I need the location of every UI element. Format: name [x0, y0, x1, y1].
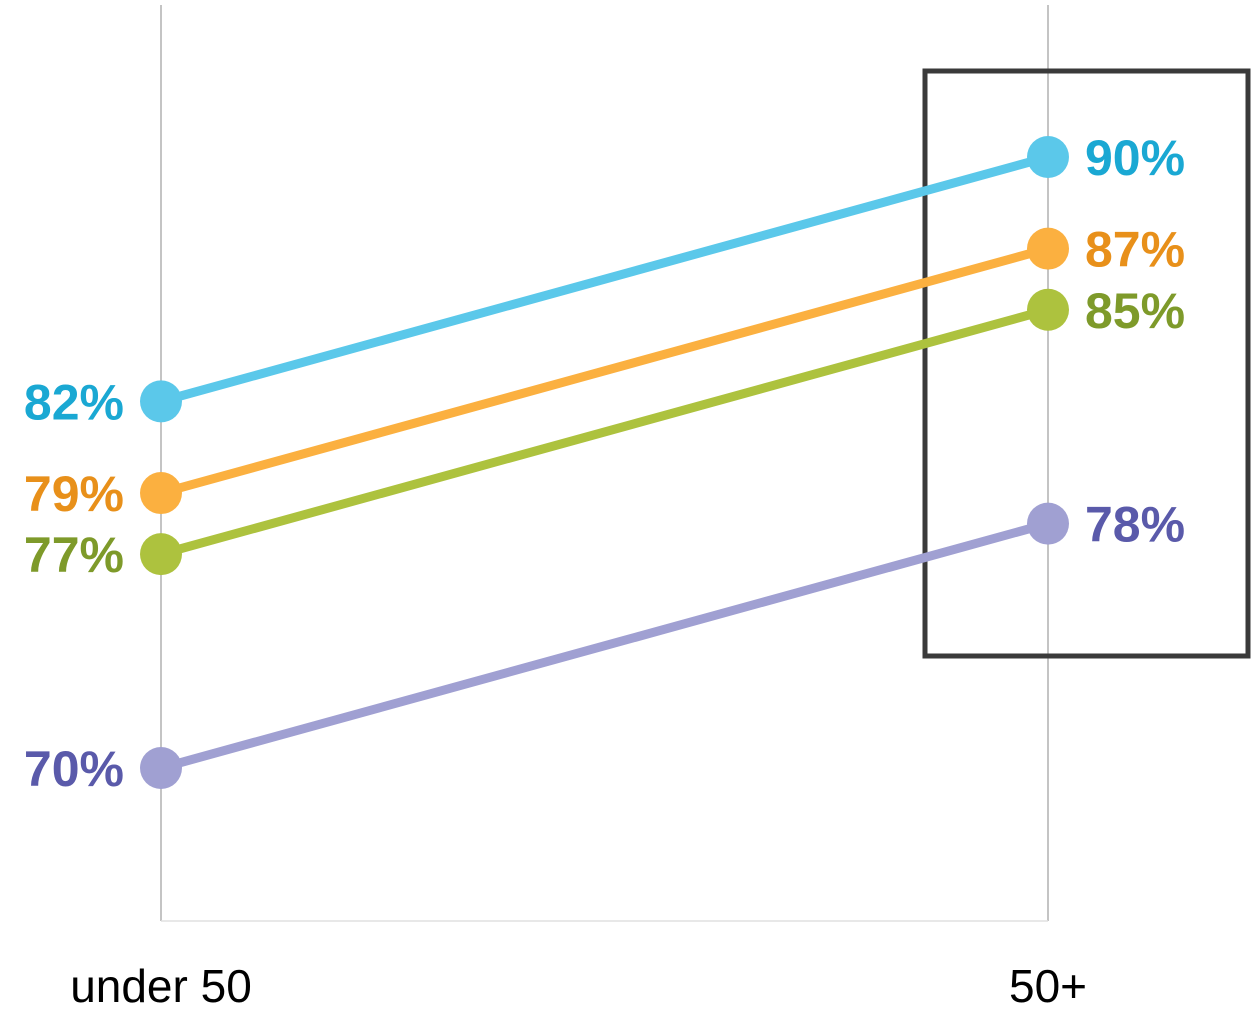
value-label-1-50: 87%: [1085, 222, 1185, 278]
series-line-0: [156, 152, 1053, 406]
series-line-1: [156, 244, 1053, 498]
value-label-3-50: 78%: [1085, 497, 1185, 553]
data-point-2-50: [1027, 288, 1069, 331]
data-point-0-50: [1027, 136, 1069, 178]
series-line-3: [156, 519, 1053, 773]
value-label-2-50: 85%: [1085, 283, 1185, 339]
highlight-box-layer: [922, 68, 1251, 659]
tick-label-50: 50+: [1009, 960, 1087, 1012]
value-labels: 82% 90% 79% 87% 77% 85% 70% 78%: [24, 130, 1185, 797]
highlight-box: [922, 68, 1251, 659]
series-points: [140, 136, 1069, 789]
value-label-1-under-50: 79%: [24, 466, 124, 522]
data-point-1-under-50: [140, 472, 182, 515]
data-point-3-50: [1027, 502, 1069, 545]
value-label-3-under-50: 70%: [24, 741, 124, 797]
value-label-2-under-50: 77%: [24, 527, 124, 583]
data-point-1-50: [1027, 227, 1069, 270]
series-line-2: [156, 305, 1053, 559]
category-tick-labels: under 50 50+: [70, 960, 1087, 1012]
data-point-2-under-50: [140, 533, 182, 576]
category-axes: [160, 5, 1049, 922]
series-lines: [156, 152, 1053, 773]
tick-label-under-50: under 50: [70, 960, 252, 1012]
data-point-0-under-50: [140, 380, 182, 423]
value-label-0-50: 90%: [1085, 130, 1185, 186]
value-label-0-under-50: 82%: [24, 374, 124, 430]
data-point-3-under-50: [140, 747, 182, 789]
